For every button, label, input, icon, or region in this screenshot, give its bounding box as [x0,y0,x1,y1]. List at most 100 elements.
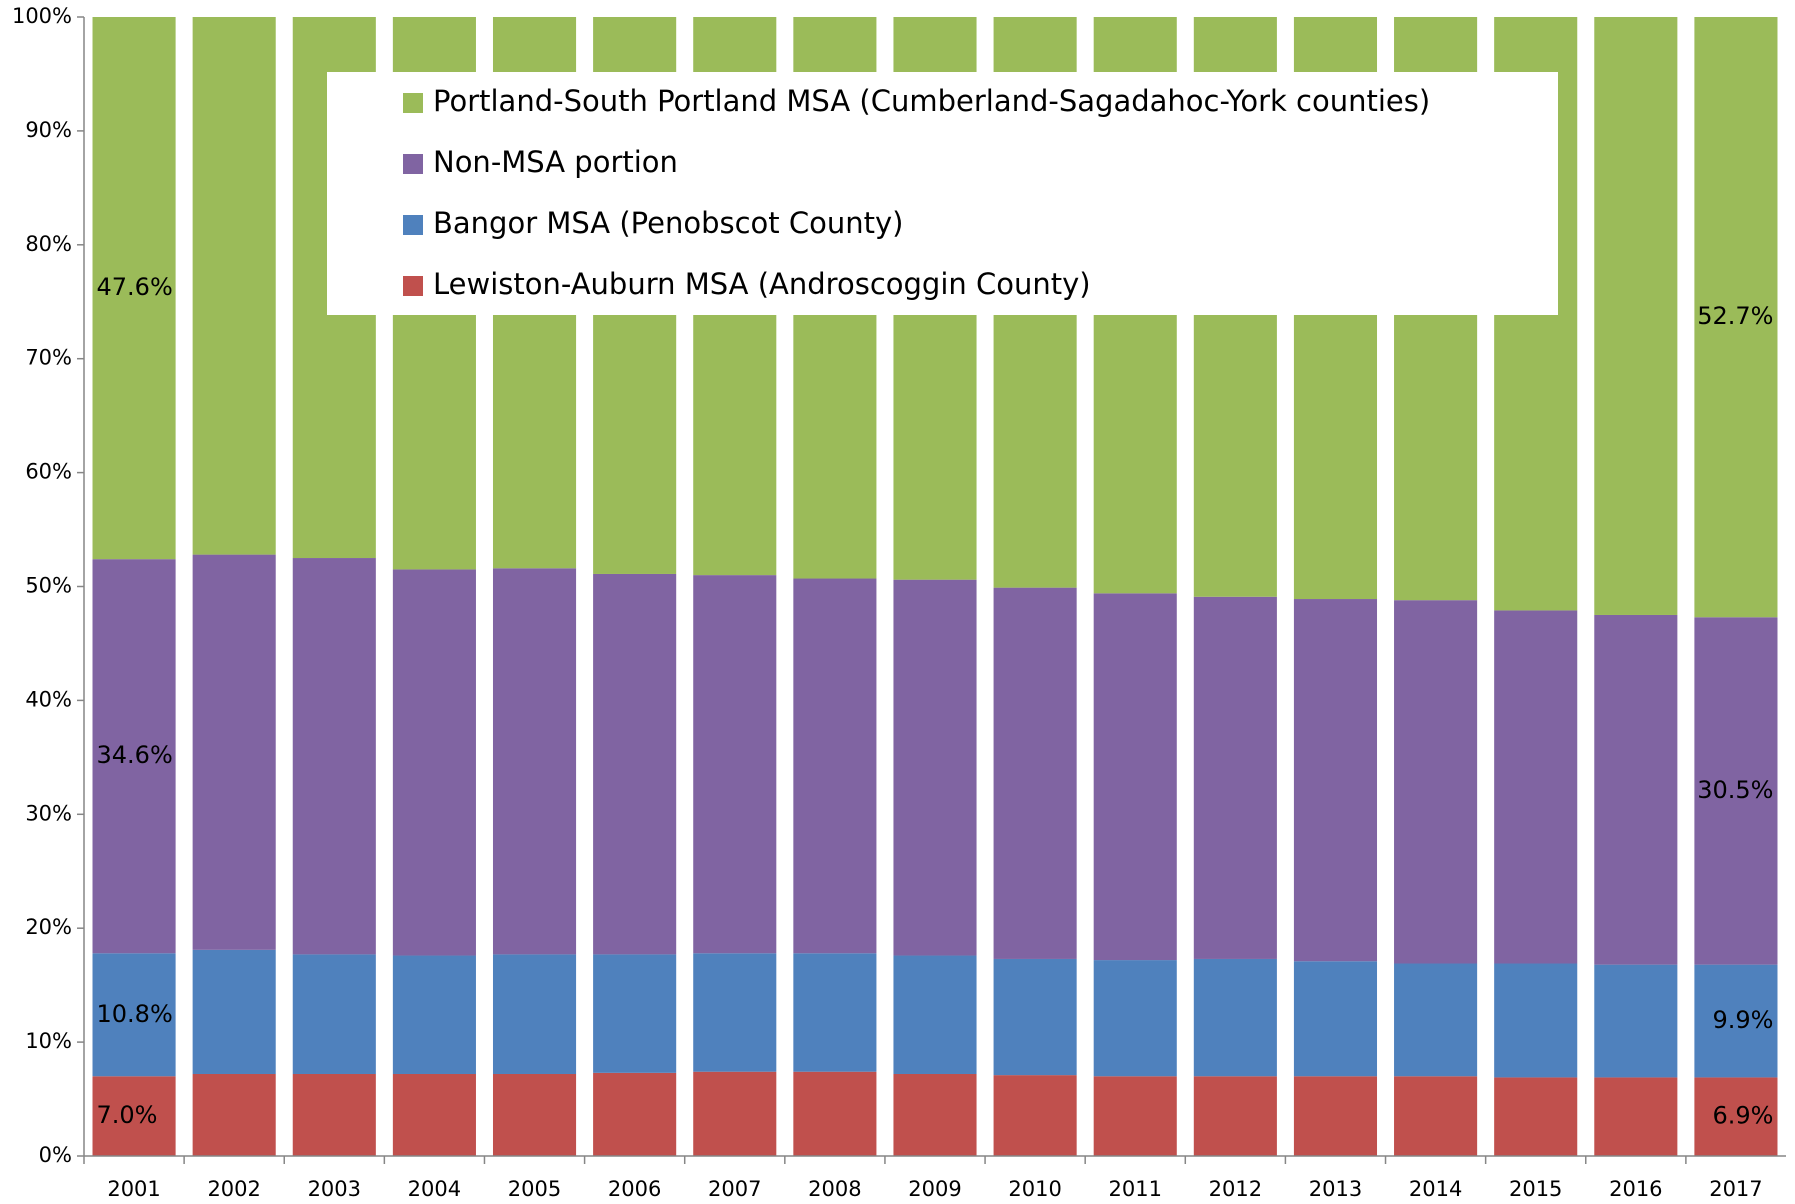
bar-segment [192,949,276,1074]
bar-segment [993,958,1077,1076]
data-label: 34.6% [97,741,173,769]
y-tick-label: 40% [25,687,72,711]
bar-segment [793,1071,877,1156]
legend-swatch [403,93,423,113]
bar-segment [392,569,476,956]
bar-segment [292,1073,376,1156]
bar-segment [693,575,777,954]
bar-segment [292,558,376,955]
legend-label: Non-MSA portion [433,145,678,179]
data-label: 7.0% [97,1101,158,1129]
bar-segment [893,579,977,956]
y-tick-label: 50% [25,574,72,598]
x-tick-label: 2007 [708,1177,761,1201]
bar-segment [1694,617,1778,965]
bar-segment [92,559,176,954]
bar-segment [693,953,777,1072]
x-tick-label: 2006 [608,1177,661,1201]
bar-segment [1494,1077,1578,1156]
bar-segment [593,954,677,1073]
bar-segment [492,568,577,955]
y-tick-label: 20% [25,915,72,939]
y-tick-label: 0% [39,1143,72,1167]
y-tick-label: 80% [25,232,72,256]
x-tick-label: 2001 [107,1177,160,1201]
x-tick-label: 2003 [308,1177,361,1201]
bar-segment [492,954,577,1074]
bar-segment [1494,610,1578,964]
bar-segment [1093,960,1177,1077]
bar-segment [1694,17,1778,618]
x-tick-label: 2004 [408,1177,461,1201]
x-tick-label: 2015 [1509,1177,1562,1201]
bar-segment [793,578,877,954]
x-tick-label: 2012 [1209,1177,1262,1201]
bar-segment [192,17,276,555]
bar-segment [1394,600,1478,964]
bar-segment [292,954,376,1074]
bar-segment [893,955,977,1074]
bar-segment [593,1072,677,1156]
bar-segment [993,1075,1077,1156]
bar-segment [1293,961,1378,1077]
bar-segment [192,554,276,950]
bar-segment [793,953,877,1072]
bar-segment [192,1073,276,1156]
x-tick-label: 2010 [1008,1177,1061,1201]
x-tick-label: 2008 [808,1177,861,1201]
bar-segment [1193,1076,1277,1156]
x-tick-label: 2009 [908,1177,961,1201]
bar-segment [392,955,476,1074]
legend-label: Bangor MSA (Penobscot County) [433,206,904,240]
y-tick-label: 30% [25,801,72,825]
bar-segment [1494,963,1578,1078]
data-label: 10.8% [97,1000,173,1028]
y-tick-label: 60% [25,460,72,484]
bar-segment [1594,1077,1678,1156]
bar-segment [693,1071,777,1156]
bar-segment [1193,596,1277,959]
x-tick-label: 2016 [1609,1177,1662,1201]
bar-segment [1694,964,1778,1078]
legend-label: Lewiston-Auburn MSA (Androscoggin County… [433,267,1091,301]
bar-segment [1594,614,1678,965]
y-tick-label: 10% [25,1029,72,1053]
x-tick-label: 2014 [1409,1177,1462,1201]
bar-segment [92,953,176,1077]
bar-segment [893,1073,977,1156]
bar-segment [1394,963,1478,1077]
legend-swatch [403,154,423,174]
bar-segment [1193,958,1277,1077]
bar-segment [92,1076,176,1156]
data-label: 30.5% [1697,776,1773,804]
x-tick-label: 2005 [508,1177,561,1201]
y-tick-label: 70% [25,346,72,370]
bar-segment [392,1073,476,1156]
bar-segment [593,573,677,955]
y-tick-label: 100% [12,4,72,28]
bar-segment [1694,1077,1778,1156]
bar-segment [1093,593,1177,961]
bar-segment [92,17,176,560]
data-label: 47.6% [97,273,173,301]
data-label: 52.7% [1697,302,1773,330]
legend-swatch [403,215,423,235]
x-tick-label: 2017 [1709,1177,1762,1201]
data-label: 6.9% [1713,1102,1774,1130]
bar-segment [1093,1076,1177,1156]
bar-segment [492,1073,577,1156]
bar-segment [993,587,1077,959]
bar-segment [1293,599,1378,962]
x-tick-label: 2002 [207,1177,260,1201]
legend-swatch [403,276,423,296]
bar-segment [1594,17,1678,615]
bar-segment [1594,964,1678,1078]
data-label: 9.9% [1713,1006,1774,1034]
bar-segment [1293,1076,1378,1156]
bar-segment [1394,1076,1478,1156]
y-tick-label: 90% [25,118,72,142]
legend-box [327,72,1558,315]
legend-label: Portland-South Portland MSA (Cumberland-… [433,84,1430,118]
x-tick-label: 2013 [1309,1177,1362,1201]
